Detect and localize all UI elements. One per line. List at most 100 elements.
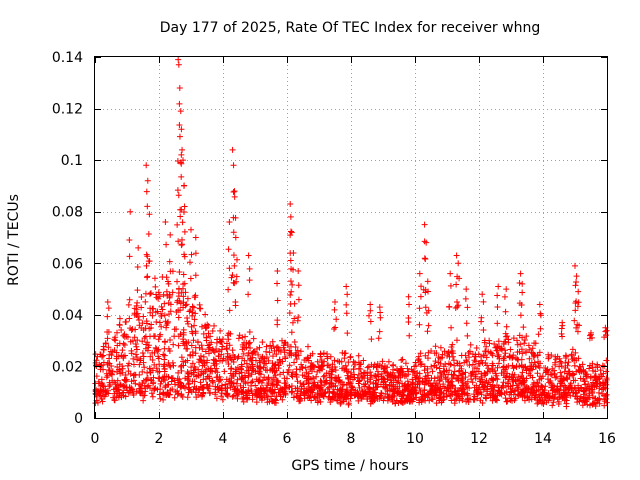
roti-point [233,273,240,280]
roti-point [136,322,143,329]
roti-point [100,392,107,399]
roti-point [453,252,460,259]
roti-point [490,376,497,383]
roti-point [178,354,185,361]
roti-point [483,377,490,384]
roti-point [437,385,444,392]
roti-point [274,317,281,324]
roti-point [180,271,187,278]
roti-point [557,393,564,400]
roti-point [268,345,275,352]
roti-point [283,385,290,392]
roti-point [189,303,196,310]
roti-point [410,396,417,403]
roti-point [188,251,195,258]
roti-point [339,349,346,356]
roti-point [519,389,526,396]
roti-point [257,371,264,378]
roti-point [105,366,112,373]
roti-point [139,368,146,375]
roti-point [155,336,162,343]
roti-point [386,373,393,380]
roti-point [131,311,138,318]
roti-point [177,213,184,220]
roti-point [381,365,388,372]
roti-point [265,380,272,387]
roti-point [195,372,202,379]
roti-point [560,387,567,394]
roti-point [406,397,413,404]
roti-point [513,337,520,344]
roti-point [144,320,151,327]
roti-point [470,391,477,398]
roti-point [325,384,332,391]
roti-point [263,360,270,367]
roti-point [138,294,145,301]
roti-point [237,366,244,373]
roti-point [572,307,579,314]
roti-point [465,354,472,361]
roti-point [323,377,330,384]
roti-point [599,390,606,397]
roti-point [269,338,276,345]
roti-point [228,379,235,386]
roti-point [158,303,165,310]
roti-point [483,395,490,402]
roti-point [446,367,453,374]
plot-frame [94,56,608,419]
roti-point [459,397,466,404]
roti-point [506,354,513,361]
roti-point [367,369,374,376]
roti-point [424,278,431,285]
roti-point [416,270,423,277]
roti-point [578,368,585,375]
roti-point [143,251,150,258]
roti-point [200,390,207,397]
roti-point [248,371,255,378]
roti-point [372,372,379,379]
roti-point [234,395,241,402]
roti-point [339,365,346,372]
roti-point [160,291,167,298]
roti-point [187,351,194,358]
roti-point [573,324,580,331]
roti-point [140,313,147,320]
roti-point [452,384,459,391]
roti-point [96,391,103,398]
roti-point [332,298,338,305]
roti-point [291,359,298,366]
roti-point [264,367,271,374]
roti-point [230,229,237,236]
roti-point [320,392,327,399]
roti-point [282,390,289,397]
roti-point [115,353,122,360]
roti-point [537,312,544,319]
roti-point [118,326,125,333]
roti-point [261,388,268,395]
roti-point [271,368,278,375]
roti-point [515,386,522,393]
roti-point [239,341,246,348]
roti-point [579,402,586,409]
roti-point [429,368,436,375]
roti-point [347,353,354,360]
roti-point [402,386,409,393]
roti-point [176,100,183,107]
roti-point [398,357,405,364]
roti-point [489,362,496,369]
roti-point [354,390,361,397]
roti-point [445,360,452,367]
roti-point [355,380,362,387]
roti-point [111,336,118,343]
roti-point [330,389,337,396]
roti-point [223,376,230,383]
roti-point [180,331,187,338]
roti-point [253,399,260,406]
roti-point [174,387,181,394]
roti-point [120,355,127,362]
roti-point [119,389,126,396]
roti-point [200,384,207,391]
roti-point [381,395,388,402]
roti-point [592,395,599,402]
roti-point [168,378,175,385]
